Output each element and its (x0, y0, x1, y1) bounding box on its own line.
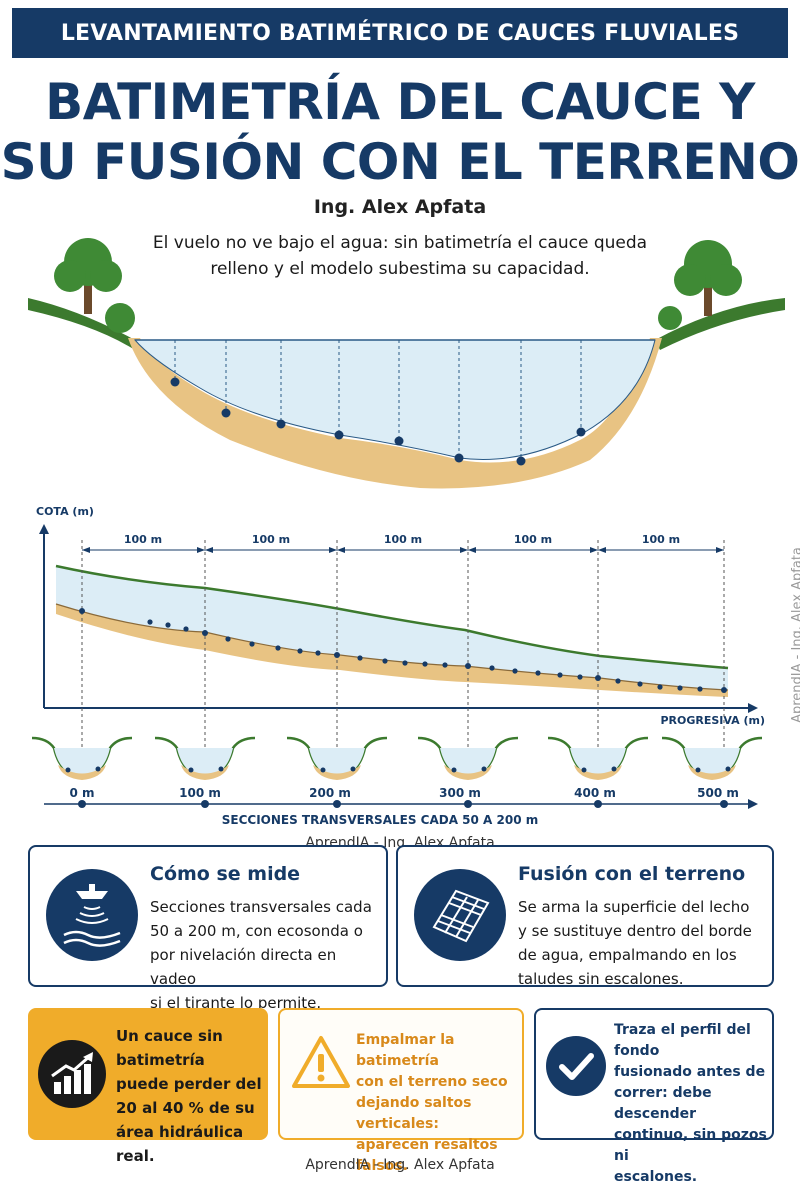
x-axis-label: PROGRESIVA (m) (660, 714, 765, 727)
warning-line: con el terreno seco (356, 1074, 508, 1090)
measure-line: si el tirante lo permite. (150, 994, 322, 1012)
sounding-point (170, 377, 180, 387)
bottom-watermark: AprendIA - Ing. Alex Apfata (305, 1157, 495, 1173)
y-axis-label: COTA (m) (36, 505, 94, 518)
side-watermark: AprendIA - Ing. Alex Apfata (790, 547, 800, 723)
section-label: 100 m (179, 786, 221, 800)
right-tree-icon (658, 240, 742, 330)
riverbed-sand (128, 338, 662, 489)
right-bank (655, 298, 785, 350)
mini-sections (31, 736, 763, 780)
check-line: Traza el perfil del fondo (614, 1022, 751, 1059)
stat-line: puede perder del (116, 1075, 262, 1093)
check-line: fusionado antes de (614, 1064, 766, 1080)
warning-callout: Empalmar la batimetría con el terreno se… (278, 1008, 524, 1174)
left-tree-icon (54, 238, 135, 333)
main-title: BATIMETRÍA DEL CAUCE Y SU FUSIÓN CON EL … (0, 72, 800, 192)
stat-line: 20 al 40 % de su (116, 1099, 255, 1117)
banner-title: LEVANTAMIENTO BATIMÉTRICO DE CAUCES FLUV… (60, 20, 740, 46)
stat-text: Un cauce sin batimetría puede perder del… (116, 1024, 266, 1168)
fusion-text: Se arma la superficie del lecho y se sus… (518, 895, 772, 991)
water-body (133, 339, 656, 460)
sounding-point (454, 453, 464, 463)
sounding-point (576, 427, 586, 437)
measure-text: Secciones transversales cada 50 a 200 m,… (150, 895, 386, 1015)
sounding-point (516, 456, 526, 466)
section-label: 400 m (574, 786, 616, 800)
segment-label: 100 m (514, 533, 552, 546)
segment-label: 100 m (252, 533, 290, 546)
checkmark-icon (546, 1036, 606, 1096)
echosounder-icon (46, 869, 138, 961)
check-line: correr: debe descender (614, 1085, 712, 1122)
intro-text: El vuelo no ve bajo el agua: sin batimet… (152, 233, 648, 279)
fusion-line: Se arma la superficie del lecho (518, 898, 750, 916)
segment-label: 100 m (384, 533, 422, 546)
check-line: continuo, sin pozos ni (614, 1127, 767, 1164)
segment-label: 100 m (642, 533, 680, 546)
warning-line: aparecen resaltos falsos. (356, 1137, 498, 1174)
river-cross-section (28, 238, 785, 489)
warning-line: dejando saltos verticales: (356, 1095, 472, 1132)
segment-label: 100 m (124, 533, 162, 546)
author-name: Ing. Alex Apfata (313, 196, 487, 218)
bar-chart-trend-icon (38, 1040, 106, 1108)
fusion-line: y se sustituye dentro del borde (518, 922, 752, 940)
stat-line: Un cauce sin batimetría (116, 1027, 223, 1069)
warning-triangle-icon (292, 1036, 350, 1088)
section-label: 0 m (69, 786, 94, 800)
main-title-line2: SU FUSIÓN CON EL TERRENO (0, 133, 800, 191)
fusion-line: taludes sin escalones. (518, 970, 684, 988)
measure-line: por nivelación directa en vadeo (150, 946, 337, 988)
fusion-card: Fusión con el terreno Se arma la superfi… (396, 845, 774, 988)
longitudinal-profile: COTA (m) PROGRESIVA (m) 100 m 100 m (31, 505, 765, 827)
mesh-grid-icon (414, 869, 506, 961)
measure-line: 50 a 200 m, con ecosonda o (150, 922, 363, 940)
top-banner: LEVANTAMIENTO BATIMÉTRICO DE CAUCES FLUV… (12, 8, 788, 58)
sounding-point (221, 408, 231, 418)
section-label: 200 m (309, 786, 351, 800)
stat-line: área hidráulica real. (116, 1123, 244, 1165)
sounding-point (334, 430, 344, 440)
stat-callout: Un cauce sin batimetría puede perder del… (28, 1008, 268, 1165)
check-line: escalones. (614, 1169, 698, 1185)
left-bank (28, 298, 135, 350)
section-label: 500 m (697, 786, 739, 800)
water-surface-line (55, 564, 729, 670)
main-title-line1: BATIMETRÍA DEL CAUCE Y (45, 73, 755, 131)
fusion-title: Fusión con el terreno (518, 863, 746, 885)
sounding-point (276, 419, 286, 429)
sounding-point (394, 436, 404, 446)
check-callout: Traza el perfil del fondo fusionado ante… (534, 1008, 774, 1185)
measure-title: Cómo se mide (150, 863, 301, 885)
sections-caption: SECCIONES TRANSVERSALES CADA 50 A 200 m (222, 813, 539, 827)
section-label: 300 m (439, 786, 481, 800)
profile-water (56, 566, 728, 690)
fusion-line: de agua, empalmando en los (518, 946, 737, 964)
measure-line: Secciones transversales cada (150, 898, 372, 916)
measure-card: Cómo se mide Secciones transversales cad… (28, 845, 388, 1012)
warning-text: Empalmar la batimetría con el terreno se… (356, 1030, 524, 1177)
check-text: Traza el perfil del fondo fusionado ante… (614, 1020, 770, 1188)
warning-line: Empalmar la batimetría (356, 1032, 455, 1069)
